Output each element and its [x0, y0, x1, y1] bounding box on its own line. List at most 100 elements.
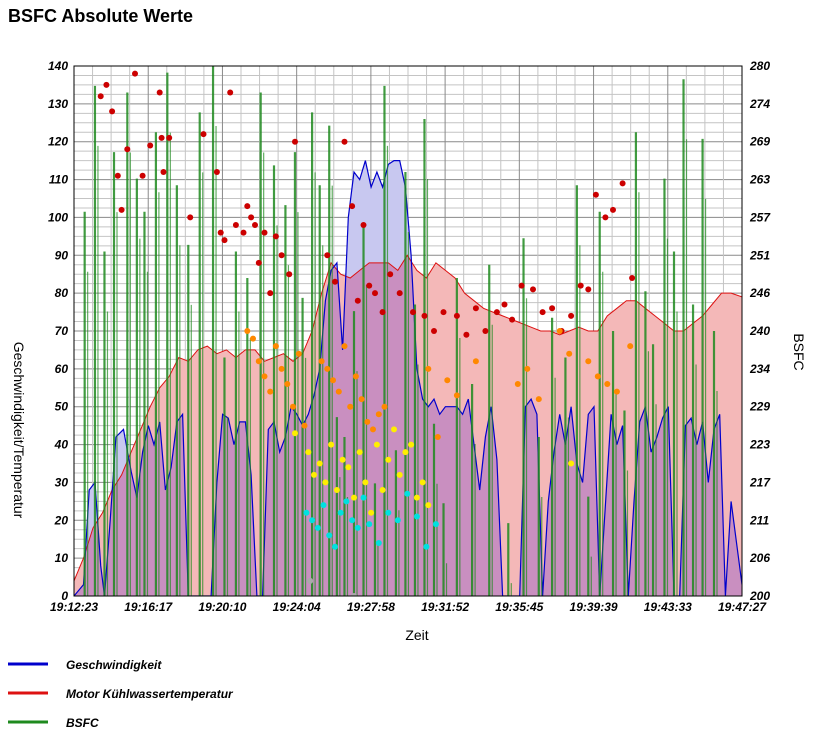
point-red [292, 138, 298, 145]
point-red [472, 305, 479, 312]
point-red [124, 146, 131, 153]
data-points [97, 70, 636, 596]
point-orange [352, 373, 359, 380]
point-orange [613, 388, 620, 395]
point-yellow [333, 487, 340, 493]
y-right-tick: 229 [749, 400, 770, 414]
y-left-tick: 80 [55, 286, 69, 300]
legend-label: Motor Kühlwassertemperatur [66, 687, 234, 701]
point-yellow [351, 494, 357, 501]
point-cyan [385, 509, 392, 516]
point-orange [472, 358, 479, 365]
x-tick-labels: 19:12:23 19:16:17 19:20:10 19:24:04 19:27:58… [50, 600, 767, 614]
point-gray [307, 577, 314, 584]
y-left-tick: 90 [55, 248, 69, 262]
y-right-tick: 263 [749, 173, 770, 187]
x-tick: 19:27:58 [347, 600, 395, 614]
point-yellow [568, 460, 575, 467]
point-red [118, 206, 125, 213]
point-red [493, 309, 500, 316]
point-red [244, 203, 251, 210]
x-axis-label: Zeit [405, 627, 428, 643]
y-left-tick: 50 [55, 400, 69, 414]
point-cyan [320, 502, 327, 509]
plot-border [73, 65, 743, 597]
point-red [324, 252, 331, 259]
point-red [272, 233, 279, 240]
point-orange [267, 388, 274, 395]
y-right-tick: 223 [749, 438, 770, 452]
point-red [372, 290, 378, 297]
point-yellow [373, 441, 380, 448]
point-red [132, 70, 138, 77]
chart-title: BSFC Absolute Werte [8, 6, 193, 26]
point-cyan [337, 509, 344, 516]
point-yellow [339, 456, 346, 463]
point-orange [604, 381, 611, 387]
point-red [261, 229, 268, 236]
point-red [255, 259, 262, 266]
plot-area [73, 65, 743, 597]
point-orange [627, 343, 634, 350]
point-red [530, 286, 536, 293]
point-cyan [343, 498, 350, 505]
point-red [139, 172, 146, 179]
y-left-tick: 30 [55, 475, 69, 489]
x-tick: 19:16:17 [124, 600, 173, 614]
point-cyan [326, 532, 333, 539]
y-left-tick: 110 [49, 173, 68, 187]
point-red [227, 89, 234, 96]
point-cyan [394, 517, 401, 524]
point-orange [381, 403, 388, 410]
point-red [354, 297, 361, 304]
point-red [156, 89, 163, 96]
y-right-axis-label: BSFC [791, 333, 807, 370]
y-right-tick: 246 [749, 286, 770, 300]
point-orange [272, 343, 279, 350]
point-red [278, 252, 285, 259]
point-yellow [379, 487, 386, 493]
point-cyan [303, 509, 310, 516]
point-red [463, 331, 470, 338]
point-yellow [292, 430, 298, 437]
point-orange [453, 392, 460, 399]
point-red [232, 222, 239, 228]
point-cyan [423, 543, 430, 550]
y-left-tick: 70 [55, 324, 69, 338]
y-left-tick: 130 [48, 97, 68, 111]
legend-label: BSFC [66, 716, 99, 730]
point-red [286, 271, 293, 278]
point-red [109, 108, 116, 115]
y-right-tick: 251 [749, 248, 770, 262]
point-yellow [362, 479, 369, 486]
x-tick: 19:20:10 [198, 600, 246, 614]
y-right-tick: 269 [749, 135, 770, 149]
point-cyan [413, 513, 420, 520]
y-right-tick: 240 [749, 324, 770, 338]
point-red [518, 282, 525, 289]
y-left-tick: 10 [55, 551, 69, 565]
point-red [332, 278, 338, 285]
point-red [240, 229, 247, 236]
point-orange [284, 381, 291, 387]
point-red [440, 309, 447, 316]
point-red [103, 81, 110, 88]
point-red [379, 309, 386, 316]
point-red [114, 172, 121, 179]
point-red [568, 312, 575, 319]
y-right-tick-labels: 200 206 211 217 223 229 234 240 246 251 257 263 269 2… [749, 59, 771, 603]
point-red [221, 237, 228, 244]
point-red [267, 290, 274, 297]
y-right-tick: 217 [749, 475, 771, 489]
point-orange [375, 411, 382, 418]
point-cyan [309, 517, 316, 524]
point-cyan [314, 524, 321, 531]
point-red [509, 316, 516, 323]
x-tick: 19:12:23 [50, 600, 98, 614]
point-red [619, 180, 626, 187]
y-left-tick: 140 [48, 59, 68, 73]
point-yellow [385, 456, 392, 463]
y-right-tick: 200 [749, 589, 770, 603]
point-red [349, 203, 356, 210]
y-right-tick: 274 [749, 97, 770, 111]
